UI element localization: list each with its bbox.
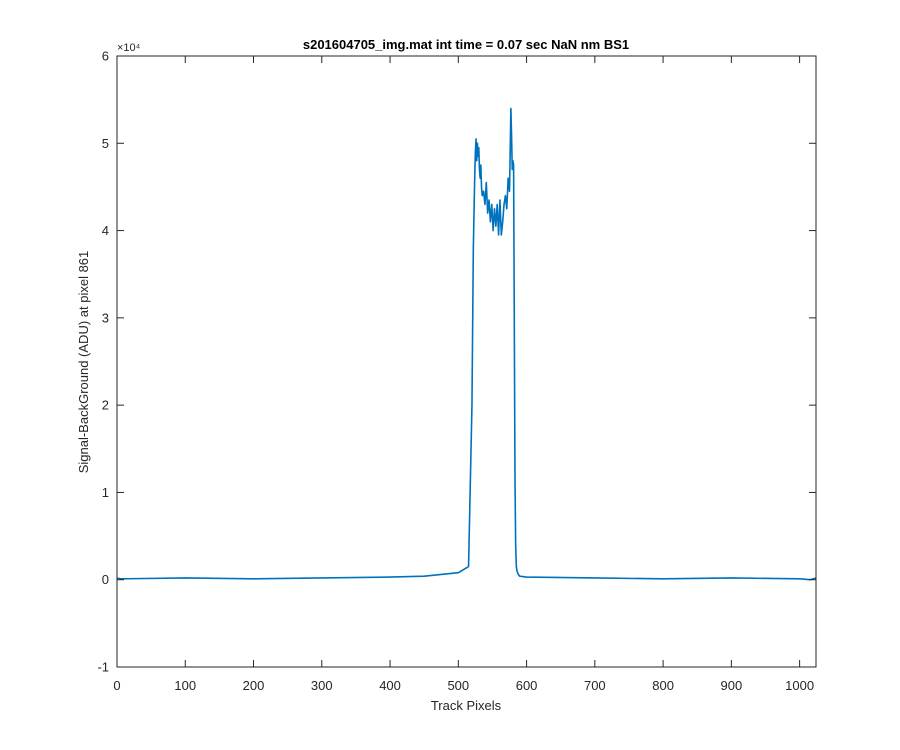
y-tick-label: 1 [102, 485, 109, 500]
y-tick-label: 4 [102, 223, 109, 238]
chart-title: s201604705_img.mat int time = 0.07 sec N… [303, 37, 629, 52]
plot-area [116, 55, 817, 668]
y-exponent-label: ×10⁴ [117, 42, 141, 54]
y-tick-label: 0 [102, 572, 109, 587]
x-tick-label: 1000 [785, 678, 814, 693]
y-tick-label: 6 [102, 49, 109, 64]
x-tick-label: 300 [311, 678, 333, 693]
plot-background [117, 56, 816, 667]
x-tick-label: 0 [113, 678, 120, 693]
y-tick-label: 2 [102, 398, 109, 413]
x-tick-label: 200 [243, 678, 265, 693]
x-axis: 0 100 200 300 400 500 600 700 800 900 1000 [113, 56, 814, 693]
x-tick-label: 400 [379, 678, 401, 693]
x-tick-label: 700 [584, 678, 606, 693]
series-layer [116, 107, 817, 581]
x-tick-label: 800 [652, 678, 674, 693]
x-tick-label: 600 [516, 678, 538, 693]
axes-frame [116, 55, 817, 668]
y-axis-label: Signal-BackGround (ADU) at pixel 861 [76, 251, 91, 474]
x-tick-label: 100 [174, 678, 196, 693]
y-tick-label: 5 [102, 136, 109, 151]
series-line-0 [116, 107, 817, 581]
x-axis-label: Track Pixels [431, 698, 502, 713]
y-tick-label: -1 [97, 660, 109, 675]
x-tick-label: 900 [721, 678, 743, 693]
y-axis: -1 0 1 2 3 4 5 6 [97, 49, 816, 675]
x-tick-label: 500 [447, 678, 469, 693]
y-tick-label: 3 [102, 310, 109, 325]
